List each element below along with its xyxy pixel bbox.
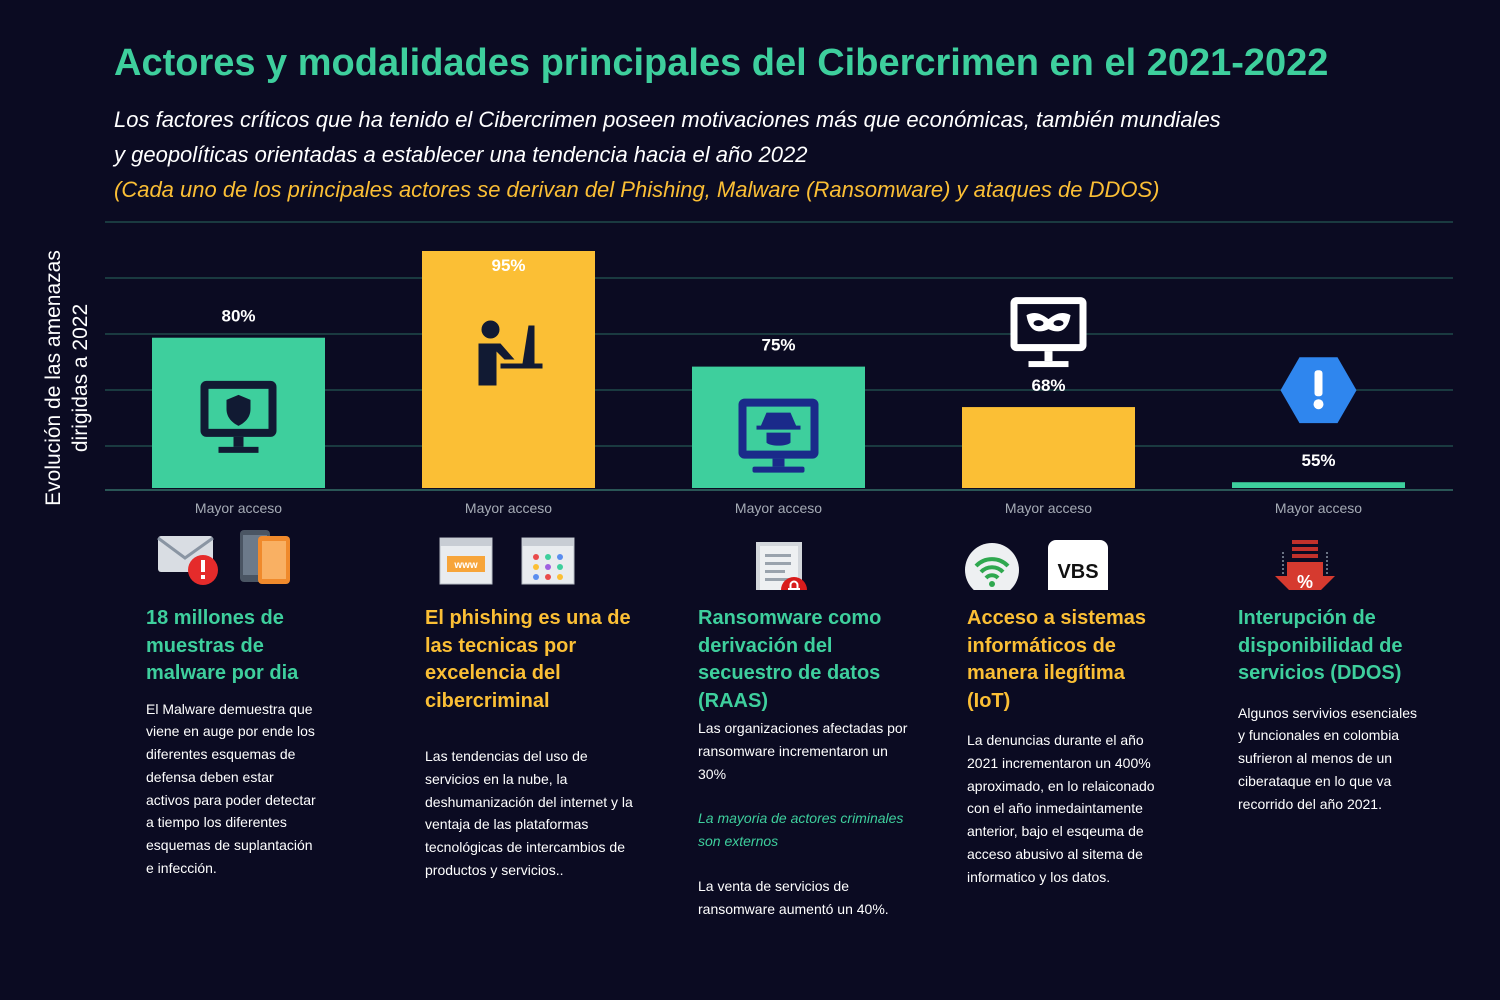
column-text: El Malware demuestra que viene en auge p…: [146, 700, 316, 877]
column-5-icons: %: [1275, 540, 1335, 590]
svg-text:%: %: [1297, 572, 1313, 590]
column-text: La denuncias durante el año 2021 increme…: [967, 732, 1155, 885]
browser-www-icon: www: [439, 537, 493, 585]
category-label: Mayor acceso: [1275, 500, 1362, 516]
column-extra-text: La venta de servicios de ransomware aume…: [698, 877, 889, 917]
column-ransomware: Ransomware como derivación del secuestro…: [698, 605, 908, 921]
browser-apps-icon: [521, 537, 575, 585]
column-1-icons: [157, 530, 290, 585]
data-label: 55%: [1301, 451, 1335, 470]
page-title: Actores y modalidades principales del Ci…: [114, 42, 1329, 84]
page-note: (Cada uno de los principales actores se …: [114, 177, 1160, 202]
data-label: 68%: [1031, 376, 1065, 395]
bar: [962, 407, 1135, 488]
column-accent-text: La mayoria de actores criminales son ext…: [698, 810, 904, 850]
column-text: Las organizaciones afectadas por ransomw…: [698, 720, 908, 782]
data-label: 80%: [221, 307, 255, 326]
vbs-icon: VBS: [1048, 540, 1108, 590]
download-percent-icon: %: [1275, 540, 1335, 590]
column-heading: Acceso a sistemas informáticos de manera…: [967, 607, 1147, 712]
monitor-shield-icon: [200, 380, 277, 453]
category-label: Mayor acceso: [195, 500, 282, 516]
data-label: 75%: [761, 336, 795, 355]
svg-text:www: www: [453, 560, 478, 571]
column-heading: Interupción de disponibilidad de servici…: [1238, 607, 1403, 684]
bar: [1232, 482, 1405, 488]
category-label: Mayor acceso: [465, 500, 552, 516]
column-text: Las tendencias del uso de servicios en l…: [425, 748, 633, 878]
column-phishing: El phishing es una de las tecnicas por e…: [425, 605, 640, 882]
person-at-computer-icon: [478, 320, 543, 386]
column-4-icons: VBS: [965, 540, 1108, 590]
alert-hexagon-icon: [1280, 357, 1357, 424]
bar-chart: 80% Mayor acceso 95% Mayor acceso 75% Mayor a…: [105, 221, 1453, 516]
monitor-mask-icon: [1010, 297, 1087, 368]
mobile-devices-icon: [240, 530, 290, 584]
column-malware: 18 millones de muestras de malware por d…: [146, 605, 336, 880]
column-heading: El phishing es una de las tecnicas por e…: [425, 607, 631, 712]
column-3-icons: [756, 542, 807, 590]
email-alert-icon: [157, 536, 218, 585]
monitor-hacker-icon: [738, 398, 819, 473]
column-heading: Ransomware como derivación del secuestro…: [698, 607, 882, 712]
locked-document-icon: [756, 542, 807, 590]
wifi-icon: [965, 543, 1019, 590]
column-iot: Acceso a sistemas informáticos de manera…: [967, 605, 1172, 889]
column-2-icons: www: [439, 537, 575, 585]
category-label: Mayor acceso: [735, 500, 822, 516]
data-label: 95%: [491, 256, 525, 275]
column-heading: 18 millones de muestras de malware por d…: [146, 607, 299, 684]
category-label: Mayor acceso: [1005, 500, 1092, 516]
column-text: Algunos servivios esenciales y funcional…: [1238, 704, 1417, 812]
svg-text:VBS: VBS: [1057, 561, 1098, 583]
column-ddos: Interupción de disponibilidad de servici…: [1238, 605, 1428, 815]
bar: [422, 251, 595, 488]
page-subtitle: Los factores críticos que ha tenido el C…: [114, 107, 1221, 167]
